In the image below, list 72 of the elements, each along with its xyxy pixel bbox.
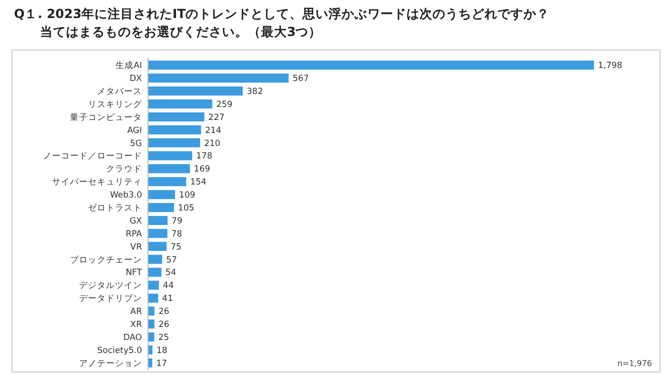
y-tick-label: RPA — [126, 229, 142, 240]
data-label: 78 — [171, 229, 182, 240]
y-tick-label: Society5.0 — [97, 346, 142, 356]
bar — [148, 254, 162, 264]
y-tick-label: クラウド — [106, 164, 142, 175]
data-label: 154 — [190, 178, 206, 188]
chart-subtitle: 当てはまるものをお選びください。（最大3つ） — [40, 24, 322, 39]
data-label: 54 — [165, 268, 176, 278]
data-label: 17 — [156, 358, 168, 369]
data-label: 210 — [204, 138, 220, 149]
bar — [148, 228, 168, 238]
y-tick-label: VR — [130, 242, 142, 252]
y-tick-label: DAO — [123, 332, 142, 343]
bar — [148, 242, 167, 251]
bar — [148, 177, 186, 186]
data-label: 567 — [292, 74, 309, 84]
text: n=1,976 — [617, 359, 652, 368]
y-tick-label: 量子コンピュータ — [70, 112, 142, 123]
bar — [148, 99, 212, 108]
data-label: 382 — [246, 86, 263, 97]
bar — [148, 306, 154, 316]
bar — [148, 320, 154, 329]
bar — [148, 190, 176, 200]
y-tick-label: ゼロトラスト — [88, 204, 142, 214]
data-label: 79 — [172, 216, 182, 226]
data-label: 26 — [158, 320, 170, 330]
bar — [148, 138, 200, 148]
chart-title: Q１. 2023年に注目されたITのトレンドとして、思い浮かぶワードは次のうちどれですか？ — [14, 6, 550, 21]
y-tick-label: データドリブン — [79, 293, 142, 304]
y-tick-label: GX — [130, 216, 142, 226]
y-tick-label: Web3.0 — [110, 190, 142, 201]
data-label: 169 — [194, 164, 210, 175]
data-label: 41 — [162, 294, 173, 304]
y-tick-label: AGI — [127, 126, 142, 136]
bar — [148, 216, 168, 226]
bar — [148, 202, 174, 212]
y-tick-label: 生成AI — [116, 60, 142, 72]
y-tick-label: 5G — [130, 138, 142, 149]
bar — [148, 125, 202, 134]
y-tick-label: アノテーション — [79, 358, 142, 369]
data-label: 105 — [178, 204, 194, 214]
data-label: 57 — [166, 255, 177, 266]
y-tick-label: メタバース — [97, 86, 142, 97]
data-label: 259 — [216, 100, 232, 110]
bar — [148, 151, 192, 160]
data-label: 1,798 — [598, 61, 622, 72]
y-tick-label: XR — [130, 320, 142, 330]
bar — [148, 164, 190, 174]
data-label: 26 — [158, 307, 170, 318]
bar — [148, 60, 594, 70]
bar — [148, 280, 159, 290]
data-label: 214 — [205, 126, 222, 136]
bar — [148, 112, 204, 122]
bar — [148, 294, 158, 303]
y-tick-label: リスキリング — [88, 98, 143, 110]
bar — [148, 268, 162, 277]
data-label: 75 — [170, 242, 182, 252]
y-tick-label: NFT — [126, 268, 143, 278]
data-label: 18 — [156, 346, 168, 356]
y-tick-label: AR — [130, 307, 142, 318]
data-label: 109 — [179, 190, 196, 201]
data-label: 227 — [208, 112, 225, 123]
data-label: 178 — [196, 152, 212, 162]
bar — [148, 74, 289, 83]
y-tick-label: ノーコード／ローコード — [43, 152, 142, 162]
bar — [148, 86, 243, 96]
data-label: 44 — [162, 281, 174, 292]
y-tick-label: ブロックチェーン — [70, 254, 142, 266]
y-tick-label: サイバーセキュリティ — [52, 178, 142, 188]
y-tick-label: DX — [130, 74, 142, 84]
data-label: 25 — [158, 332, 170, 343]
y-tick-label: デジタルツイン — [79, 281, 142, 292]
